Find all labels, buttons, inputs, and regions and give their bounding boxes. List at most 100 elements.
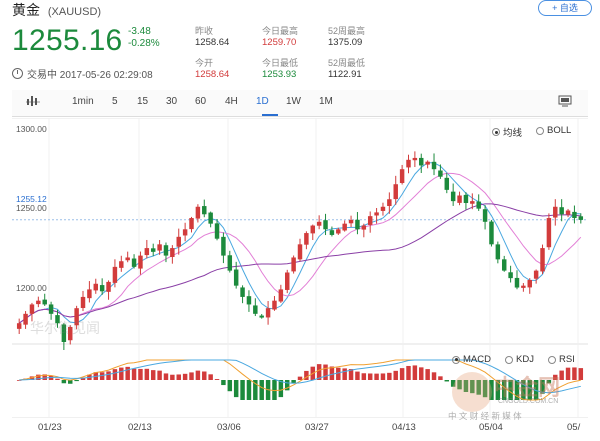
price-change: -3.48 [128, 26, 151, 37]
period-60[interactable]: 60 [195, 96, 207, 107]
macd-bar [304, 370, 309, 380]
candle-body [29, 304, 35, 314]
radio-icon [548, 355, 556, 364]
trading-status-text: 交易中 2017-05-26 02:29:08 [27, 70, 153, 81]
add-watchlist-button[interactable]: + 自选 [538, 0, 592, 16]
period-30[interactable]: 30 [166, 96, 178, 107]
candle-body [419, 157, 424, 166]
candle-body [495, 244, 501, 260]
price-chart[interactable] [12, 118, 588, 418]
boll-radio[interactable]: BOLL [536, 125, 571, 136]
candle-body [553, 206, 558, 218]
period-4h[interactable]: 4H [225, 96, 238, 107]
week52-low-label: 52周最低 [328, 58, 366, 68]
macd-bar [138, 368, 143, 380]
y-tick-last-price: 1255.12 [16, 194, 47, 204]
macd-bar [36, 374, 41, 380]
x-tick: 02/13 [128, 422, 152, 433]
candle-body [578, 216, 584, 220]
macd-bar [450, 380, 456, 387]
open-value: 1258.64 [195, 69, 230, 80]
candle-body [23, 313, 28, 325]
macd-bar [240, 380, 245, 400]
macd-bar [227, 380, 233, 392]
period-1min[interactable]: 1min [72, 96, 94, 107]
period-15[interactable]: 15 [137, 96, 149, 107]
candle-body [540, 248, 545, 272]
macd-bar [495, 380, 501, 400]
macd-radio[interactable]: MACD [452, 354, 491, 365]
day-low-value: 1253.93 [262, 69, 297, 80]
clock-icon [12, 68, 23, 79]
period-1d[interactable]: 1D [256, 96, 269, 107]
candle-body [374, 212, 379, 216]
period-1w[interactable]: 1W [286, 96, 301, 107]
candle-body [470, 201, 475, 204]
macd-bar [119, 367, 124, 380]
chart-type-icon[interactable] [26, 95, 40, 110]
active-period-indicator [262, 114, 278, 116]
macd-bar [393, 370, 398, 380]
candle-body [329, 230, 335, 235]
candle-body [342, 223, 347, 231]
candle-body [36, 300, 41, 305]
candle-body [240, 287, 245, 297]
macd-bar [406, 365, 411, 380]
macd-bar [176, 374, 181, 380]
macd-bar [202, 371, 207, 380]
kdj-label: KDJ [516, 354, 534, 365]
candle-body [559, 207, 564, 215]
macd-bar [170, 374, 175, 380]
period-5[interactable]: 5 [112, 96, 118, 107]
candle-body [163, 245, 169, 256]
macd-bar [316, 364, 322, 380]
ma-radio[interactable]: 均线 [492, 125, 522, 139]
ma-line-10 [18, 172, 582, 324]
macd-bar [157, 370, 162, 380]
candle-body [68, 326, 73, 341]
macd-bar [355, 371, 360, 380]
candle-body [508, 272, 513, 279]
macd-bar [374, 373, 379, 380]
candle-body [48, 304, 54, 314]
candle-body [157, 244, 162, 251]
macd-bar [55, 378, 60, 380]
macd-bar [278, 380, 284, 398]
candle-body [144, 248, 150, 256]
candle-body [42, 299, 47, 305]
day-low-label: 今日最低 [262, 58, 299, 68]
candle-body [367, 216, 373, 225]
candle-body [253, 305, 258, 314]
macd-bar [336, 367, 341, 380]
trading-status: 交易中 2017-05-26 02:29:08 [12, 66, 153, 81]
kdj-radio[interactable]: KDJ [505, 354, 534, 365]
macd-bar [533, 380, 539, 400]
candle-body [61, 324, 67, 342]
macd-bar [399, 368, 405, 380]
candle-body [533, 270, 539, 279]
candle-body [106, 281, 111, 292]
macd-bar [233, 380, 239, 398]
candle-body [87, 289, 92, 299]
candle-body [119, 261, 124, 268]
price-change-percent: -0.28% [128, 38, 160, 49]
macd-dif-line [19, 359, 581, 401]
macd-bar [444, 380, 450, 382]
candle-body [227, 255, 233, 271]
y-tick-1300: 1300.00 [16, 124, 47, 134]
period-1m[interactable]: 1M [319, 96, 333, 107]
candle-body [463, 194, 469, 204]
rsi-radio[interactable]: RSI [548, 354, 575, 365]
fullscreen-icon[interactable] [558, 95, 572, 110]
macd-bar [578, 368, 584, 380]
macd-bar [16, 380, 22, 381]
macd-bar [572, 367, 577, 380]
candle-body [348, 219, 354, 224]
x-tick: 03/27 [305, 422, 329, 433]
macd-bar [253, 380, 258, 400]
instrument-name: 黄金 [12, 2, 40, 18]
macd-bar [80, 377, 86, 380]
candle-body [265, 308, 271, 318]
macd-bar [431, 372, 437, 380]
candle-body [285, 272, 290, 290]
